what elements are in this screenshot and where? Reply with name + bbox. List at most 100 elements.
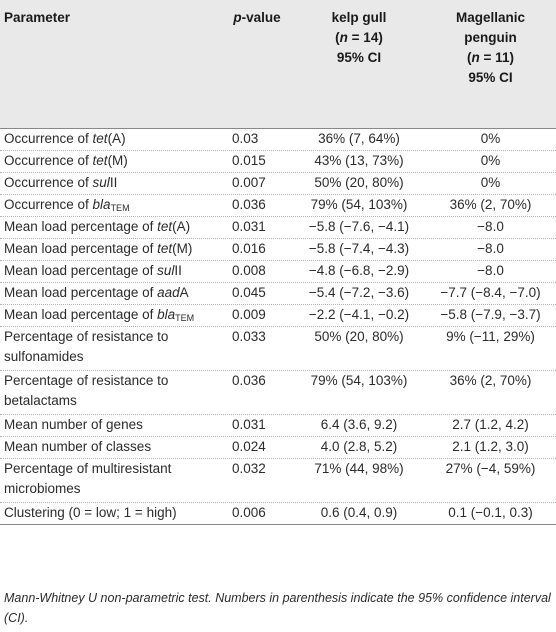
p-value-cell: 0.03	[232, 131, 259, 146]
parameter-text: Mean load percentage of	[4, 285, 158, 300]
table-row: Clustering (0 = low; 1 = high) 0.006 0.6 (…	[0, 502, 556, 524]
parameter-text: Occurrence of	[4, 175, 93, 190]
parameter-cell: Mean load percentage of tet(M)	[4, 239, 224, 259]
parameter-line-2: sulfonamides	[4, 349, 84, 364]
parameter-line-1: Percentage of multiresistant	[4, 461, 172, 476]
row-divider	[0, 326, 556, 327]
row-divider	[0, 458, 556, 459]
parameter-cell: Mean number of genes	[4, 415, 224, 435]
table-row: Mean load percentage of sulII 0.008 −4.8 (…	[0, 260, 556, 282]
penguin-cell: 2.7 (1.2, 4.2)	[452, 417, 529, 432]
parameter-cell: Mean load percentage of sulII	[4, 261, 224, 281]
gene-suffix: (M)	[107, 153, 128, 168]
p-value-cell: 0.045	[232, 285, 266, 300]
parameter-cell: Occurrence of blaTEM	[4, 195, 224, 215]
table-row: Mean load percentage of tet(A) 0.031 −5.8 …	[0, 216, 556, 238]
table-footnote: Mann-Whitney U non-parametric test. Numb…	[4, 591, 551, 625]
parameter-cell: Percentage of resistance to betalactams	[4, 371, 224, 411]
penguin-cell: −7.7 (−8.4, −7.0)	[440, 285, 541, 300]
gene-suffix: II	[109, 175, 118, 190]
penguin-cell: 36% (2, 70%)	[449, 197, 532, 212]
gene-name: tet	[92, 153, 108, 168]
row-divider	[0, 238, 556, 239]
row-divider	[0, 150, 556, 151]
penguin-cell: 9% (−11, 29%)	[446, 329, 535, 344]
kelp-gull-cell: 79% (54, 103%)	[310, 373, 408, 388]
parameter-line-1: Percentage of resistance to	[4, 373, 169, 388]
row-divider	[0, 436, 556, 437]
penguin-cell: 0%	[480, 131, 501, 146]
gene-suffix: (A)	[172, 219, 191, 234]
kelp-gull-cell: −4.8 (−6.8, −2.9)	[308, 263, 410, 278]
parameter-cell: Mean number of classes	[4, 437, 224, 457]
table-row: Percentage of resistance to sulfonamides 0…	[0, 326, 556, 370]
table-row: Occurrence of blaTEM 0.036 79% (54, 103%) 3…	[0, 194, 556, 216]
parameter-text: Occurrence of	[4, 153, 93, 168]
kelp-gull-cell: −2.2 (−4.1, −0.2)	[308, 307, 410, 322]
penguin-cell: 2.1 (1.2, 3.0)	[452, 439, 529, 454]
kelp-gull-cell: 0.6 (0.4, 0.9)	[320, 505, 398, 520]
row-divider	[0, 304, 556, 305]
p-value-cell: 0.006	[232, 505, 266, 520]
p-value-cell: 0.036	[232, 197, 266, 212]
gene-suffix: II	[174, 263, 182, 278]
penguin-cell: −8.0	[477, 241, 504, 256]
p-value-cell: 0.032	[232, 461, 266, 476]
row-divider	[0, 502, 556, 503]
kelp-gull-cell: −5.8 (−7.6, −4.1)	[308, 219, 410, 234]
parameter-cell: Mean load percentage of blaTEM	[4, 305, 224, 325]
header-kelp-gull: kelp gull (n = 14) 95% CI	[331, 10, 387, 65]
kelp-gull-cell: 50% (20, 80%)	[314, 329, 404, 344]
parameter-cell: Occurrence of sulII	[4, 173, 224, 193]
p-value-cell: 0.031	[232, 417, 266, 432]
table-header: Parameter p-value kelp gull (n = 14) 95%…	[0, 0, 556, 128]
table-row: Mean load percentage of aadA 0.045 −5.4 (−…	[0, 282, 556, 304]
parameter-line-1: Percentage of resistance to	[4, 329, 169, 344]
kelp-gull-cell: −5.8 (−7.4, −4.3)	[308, 241, 410, 256]
kelp-gull-cell: 43% (13, 73%)	[314, 153, 404, 168]
kelp-gull-cell: 50% (20, 80%)	[314, 175, 404, 190]
row-divider	[0, 260, 556, 261]
penguin-cell: 0%	[480, 175, 501, 190]
header-magellanic-penguin: Magellanic penguin (n = 11) 95% CI	[455, 10, 526, 85]
gene-name: sul	[92, 175, 110, 190]
parameter-cell: Mean load percentage of aadA	[4, 283, 224, 303]
gene-suffix: (M)	[172, 241, 193, 256]
gene-name: bla	[92, 197, 111, 212]
row-divider	[0, 370, 556, 371]
p-value-cell: 0.031	[232, 219, 266, 234]
penguin-cell: 27% (−4, 59%)	[445, 461, 536, 476]
parameter-text: Mean number of genes	[4, 417, 143, 432]
parameter-cell: Mean load percentage of tet(A)	[4, 217, 224, 237]
parameter-cell: Percentage of multiresistant microbiomes	[4, 459, 224, 499]
kelp-gull-cell: 71% (44, 98%)	[314, 461, 404, 476]
gene-subscript: TEM	[110, 203, 130, 213]
gene-subscript: TEM	[175, 313, 195, 323]
parameter-cell: Clustering (0 = low; 1 = high)	[4, 503, 224, 523]
parameter-text: Mean load percentage of	[4, 307, 158, 322]
parameter-cell: Percentage of resistance to sulfonamides	[4, 327, 224, 367]
row-divider	[0, 172, 556, 173]
row-divider	[0, 194, 556, 195]
penguin-cell: 0%	[480, 153, 501, 168]
table-row: Mean load percentage of blaTEM 0.009 −2.2 …	[0, 304, 556, 326]
gene-name: sul	[157, 263, 175, 278]
penguin-cell: −8.0	[477, 263, 504, 278]
gene-name: bla	[157, 307, 176, 322]
header-parameter: Parameter	[4, 10, 71, 25]
row-divider	[0, 282, 556, 283]
table-row: Percentage of resistance to betalactams 0.…	[0, 370, 556, 414]
row-divider	[0, 216, 556, 217]
p-value-cell: 0.015	[232, 153, 266, 168]
penguin-cell: 36% (2, 70%)	[449, 373, 532, 388]
p-value-cell: 0.007	[232, 175, 266, 190]
header-pvalue: p-value	[233, 10, 281, 25]
kelp-gull-cell: 36% (7, 64%)	[318, 131, 400, 146]
gene-name: tet	[157, 219, 173, 234]
gene-suffix: (A)	[107, 131, 126, 146]
parameter-cell: Occurrence of tet(M)	[4, 151, 224, 171]
kelp-gull-cell: 79% (54, 103%)	[310, 197, 408, 212]
penguin-cell: 0.1 (−0.1, 0.3)	[448, 505, 533, 520]
parameter-line-2: betalactams	[4, 393, 77, 408]
